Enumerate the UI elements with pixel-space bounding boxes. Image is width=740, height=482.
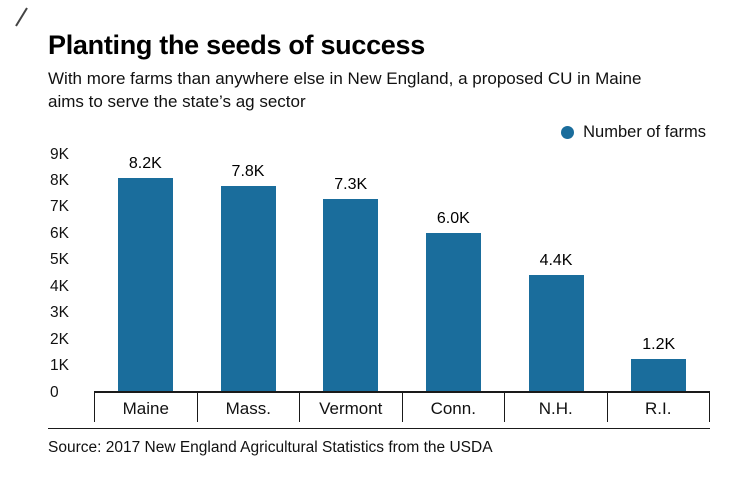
x-axis-label: Mass. xyxy=(198,392,300,422)
y-axis-label: 8K xyxy=(50,171,69,189)
bar-value-label: 4.4K xyxy=(539,252,573,270)
bar-slot: 7.3K xyxy=(299,155,402,391)
plot-area: 8.2K 7.8K 7.3K 6.0K 4.4K 1.2K xyxy=(94,155,710,393)
legend: Number of farms xyxy=(48,123,710,142)
bar xyxy=(220,186,276,391)
x-axis-label: Maine xyxy=(94,392,198,422)
source-line: Source: 2017 New England Agricultural St… xyxy=(48,438,493,456)
y-axis-label: 1K xyxy=(50,357,69,375)
y-axis-label: 5K xyxy=(50,251,69,269)
chart-subtitle: With more farms than anywhere else in Ne… xyxy=(48,69,642,111)
y-axis-label: 4K xyxy=(50,277,69,295)
y-axis-label: 7K xyxy=(50,198,69,216)
x-axis-label: N.H. xyxy=(505,392,608,422)
bar xyxy=(117,177,173,391)
bar-slot: 1.2K xyxy=(607,155,710,391)
bar-value-label: 7.3K xyxy=(334,176,368,194)
legend-dot-icon xyxy=(561,125,575,139)
x-axis-label: R.I. xyxy=(608,392,710,422)
bar-value-label: 6.0K xyxy=(436,210,470,228)
y-axis: 9K 8K 7K 6K 5K 4K 3K 2K 1K 0 xyxy=(48,146,94,401)
x-axis-label: Conn. xyxy=(403,392,505,422)
legend-label: Number of farms xyxy=(583,122,706,141)
bar xyxy=(528,275,584,391)
y-axis-label: 9K xyxy=(50,145,69,163)
bar-value-label: 8.2K xyxy=(128,154,162,172)
y-axis-label: 3K xyxy=(50,304,69,322)
y-axis-label: 6K xyxy=(50,224,69,242)
x-axis-labels: Maine Mass. Vermont Conn. N.H. R.I. xyxy=(94,392,710,422)
bar-slot: 4.4K xyxy=(505,155,608,391)
bottom-rule xyxy=(48,427,710,429)
bar-value-label: 1.2K xyxy=(642,336,676,354)
corner-tick-mark xyxy=(15,7,28,27)
bar xyxy=(425,233,481,391)
bar-chart: 9K 8K 7K 6K 5K 4K 3K 2K 1K 0 8.2K 7.8K 7.3K 6.0K 4.4K… xyxy=(48,146,710,429)
bar-slot: 8.2K xyxy=(94,155,197,391)
y-axis-label: 2K xyxy=(50,330,69,348)
bar-slot: 7.8K xyxy=(197,155,300,391)
y-axis-label: 0 xyxy=(50,383,59,401)
bar-value-label: 7.8K xyxy=(231,163,265,180)
x-axis-label: Vermont xyxy=(300,392,403,422)
bar-slot: 6.0K xyxy=(402,155,505,391)
bar xyxy=(323,199,379,391)
bar xyxy=(631,359,687,391)
chart-title: Planting the seeds of success xyxy=(48,30,425,60)
